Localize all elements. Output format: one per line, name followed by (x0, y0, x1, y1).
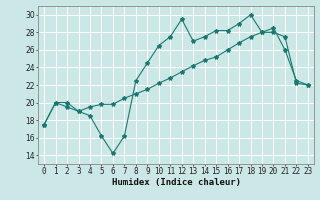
X-axis label: Humidex (Indice chaleur): Humidex (Indice chaleur) (111, 178, 241, 187)
